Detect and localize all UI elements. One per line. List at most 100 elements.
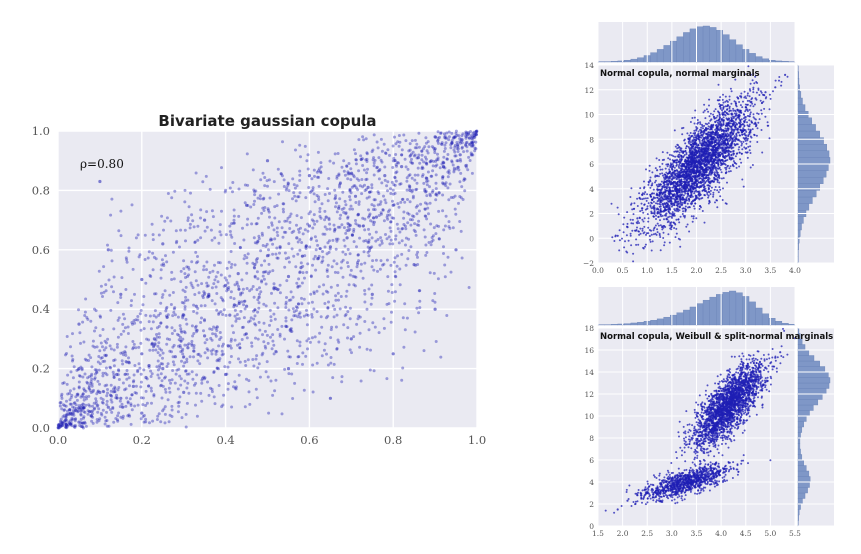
main-scatter-point [460, 146, 464, 150]
main-scatter-point [410, 218, 414, 222]
main-scatter-point [212, 395, 216, 399]
main-scatter-point [245, 336, 249, 340]
main-scatter-point [425, 176, 429, 181]
main-scatter-point [443, 263, 447, 267]
main-scatter-point [179, 345, 182, 349]
main-scatter-point [170, 270, 174, 274]
main-scatter-point [250, 344, 254, 348]
main-scatter-point [295, 306, 299, 310]
main-scatter-point [394, 234, 398, 238]
main-scatter-point [427, 145, 431, 149]
main-scatter-point [396, 140, 400, 144]
main-scatter-point [327, 300, 330, 304]
main-scatter-point [308, 245, 312, 249]
main-scatter-point [380, 149, 384, 153]
scatter-point [717, 191, 720, 194]
main-scatter-point [242, 316, 246, 320]
main-scatter-point [458, 141, 462, 145]
main-scatter-point [310, 315, 314, 319]
main-scatter-point [383, 174, 387, 178]
main-scatter-point [285, 279, 289, 283]
main-scatter-point [152, 314, 156, 318]
main-scatter-point [350, 172, 354, 176]
main-scatter-point [132, 342, 136, 346]
main-scatter-point [409, 223, 413, 227]
main-scatter-point [244, 332, 248, 336]
main-scatter-point [233, 263, 237, 267]
main-scatter-point [315, 219, 319, 223]
main-scatter-point [228, 186, 232, 190]
main-scatter-point [454, 248, 458, 252]
scatter-point [751, 79, 754, 82]
main-scatter-point [123, 388, 127, 392]
scatter-point [703, 124, 706, 127]
main-scatter-point [388, 208, 392, 212]
main-scatter-point [165, 315, 169, 319]
main-scatter-point [310, 300, 314, 304]
main-scatter-point [263, 259, 267, 263]
main-scatter-point [226, 365, 230, 369]
main-scatter-point [177, 333, 181, 337]
main-scatter-point [296, 285, 300, 289]
main-scatter-point [286, 216, 290, 220]
scatter-point [629, 234, 632, 237]
main-scatter-point [83, 420, 87, 424]
main-scatter-point [149, 369, 153, 373]
main-scatter-point [69, 345, 72, 349]
main-scatter-point [398, 140, 402, 144]
main-scatter-point [364, 178, 368, 182]
scatter-point [749, 152, 752, 154]
scatter-point [702, 111, 705, 114]
scatter-point [659, 211, 662, 214]
main-scatter-point [213, 236, 217, 240]
main-scatter-point [261, 244, 265, 247]
main-scatter-point [99, 411, 103, 415]
main-scatter-point [293, 194, 297, 198]
main-scatter-point [422, 228, 426, 232]
main-scatter-point [326, 263, 330, 267]
main-scatter-point [144, 389, 148, 393]
main-scatter-point [237, 357, 240, 361]
main-scatter-point [64, 423, 68, 427]
scatter-point [626, 211, 629, 214]
scatter-point [730, 154, 733, 157]
main-scatter-point [434, 164, 438, 168]
main-scatter-point [119, 234, 123, 238]
main-scatter-point [300, 281, 304, 285]
main-scatter-point [333, 270, 337, 274]
main-scatter-point [261, 171, 265, 175]
main-scatter-point [101, 295, 104, 298]
scatter-point [750, 121, 753, 124]
main-scatter-point [309, 238, 313, 241]
scatter-point [673, 166, 676, 169]
scatter-point [715, 116, 718, 119]
main-scatter-point [318, 214, 322, 218]
main-scatter-point [205, 268, 208, 272]
scatter-point [699, 134, 702, 137]
main-scatter-point [119, 396, 123, 400]
main-scatter-point [271, 339, 275, 343]
main-scatter-point [203, 304, 207, 308]
main-scatter-point [317, 175, 321, 179]
main-scatter-point [106, 391, 109, 395]
y-marginal-bar [797, 117, 812, 125]
main-scatter-point [181, 337, 185, 341]
main-scatter-point [292, 229, 296, 233]
scatter-point [616, 206, 619, 209]
main-scatter-point [453, 135, 457, 139]
scatter-point [738, 101, 741, 103]
main-scatter-point [226, 344, 230, 347]
main-scatter-point [359, 262, 363, 266]
scatter-point [753, 133, 756, 136]
main-scatter-point [293, 381, 297, 385]
main-scatter-points [56, 129, 479, 430]
main-scatter-point [156, 373, 160, 377]
main-scatter-point [425, 202, 429, 206]
main-scatter-point [389, 220, 393, 224]
main-scatter-point [112, 327, 116, 331]
main-scatter-point [337, 340, 341, 344]
main-scatter-point [256, 257, 259, 260]
y-marginal-bar [797, 77, 800, 85]
main-scatter-point [65, 399, 68, 403]
main-scatter-point [306, 262, 310, 266]
